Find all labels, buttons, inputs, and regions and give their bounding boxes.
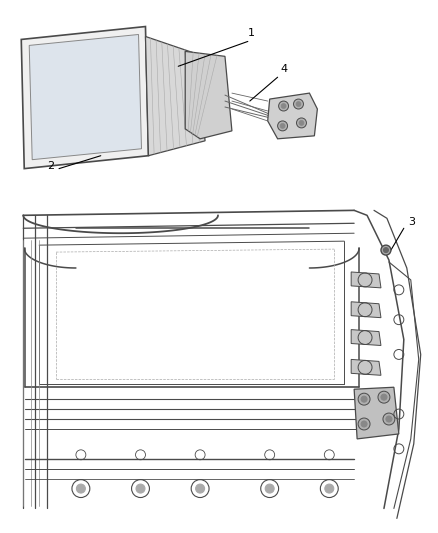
Circle shape	[381, 245, 391, 255]
Polygon shape	[351, 272, 381, 288]
Circle shape	[297, 118, 307, 128]
Polygon shape	[268, 93, 318, 139]
Circle shape	[278, 121, 288, 131]
Circle shape	[265, 484, 274, 493]
Circle shape	[378, 391, 390, 403]
Circle shape	[381, 394, 387, 400]
Circle shape	[299, 120, 304, 125]
Text: 3: 3	[408, 217, 415, 227]
Circle shape	[296, 102, 301, 107]
Polygon shape	[185, 51, 232, 139]
Circle shape	[281, 103, 286, 109]
Circle shape	[293, 99, 304, 109]
Circle shape	[358, 418, 370, 430]
Circle shape	[386, 416, 392, 422]
Circle shape	[383, 413, 395, 425]
Circle shape	[279, 101, 289, 111]
Text: 2: 2	[47, 160, 55, 171]
Polygon shape	[21, 27, 148, 168]
Circle shape	[76, 484, 85, 493]
Polygon shape	[29, 35, 141, 160]
Circle shape	[358, 393, 370, 405]
Polygon shape	[145, 36, 205, 156]
Circle shape	[280, 124, 285, 128]
Circle shape	[361, 421, 367, 427]
Circle shape	[361, 396, 367, 402]
Circle shape	[325, 484, 334, 493]
Polygon shape	[351, 359, 381, 375]
Polygon shape	[351, 302, 381, 318]
Polygon shape	[354, 387, 399, 439]
Circle shape	[196, 484, 205, 493]
Circle shape	[383, 248, 389, 253]
Polygon shape	[351, 329, 381, 345]
Text: 4: 4	[280, 64, 287, 74]
Circle shape	[136, 484, 145, 493]
Text: 1: 1	[248, 28, 255, 38]
